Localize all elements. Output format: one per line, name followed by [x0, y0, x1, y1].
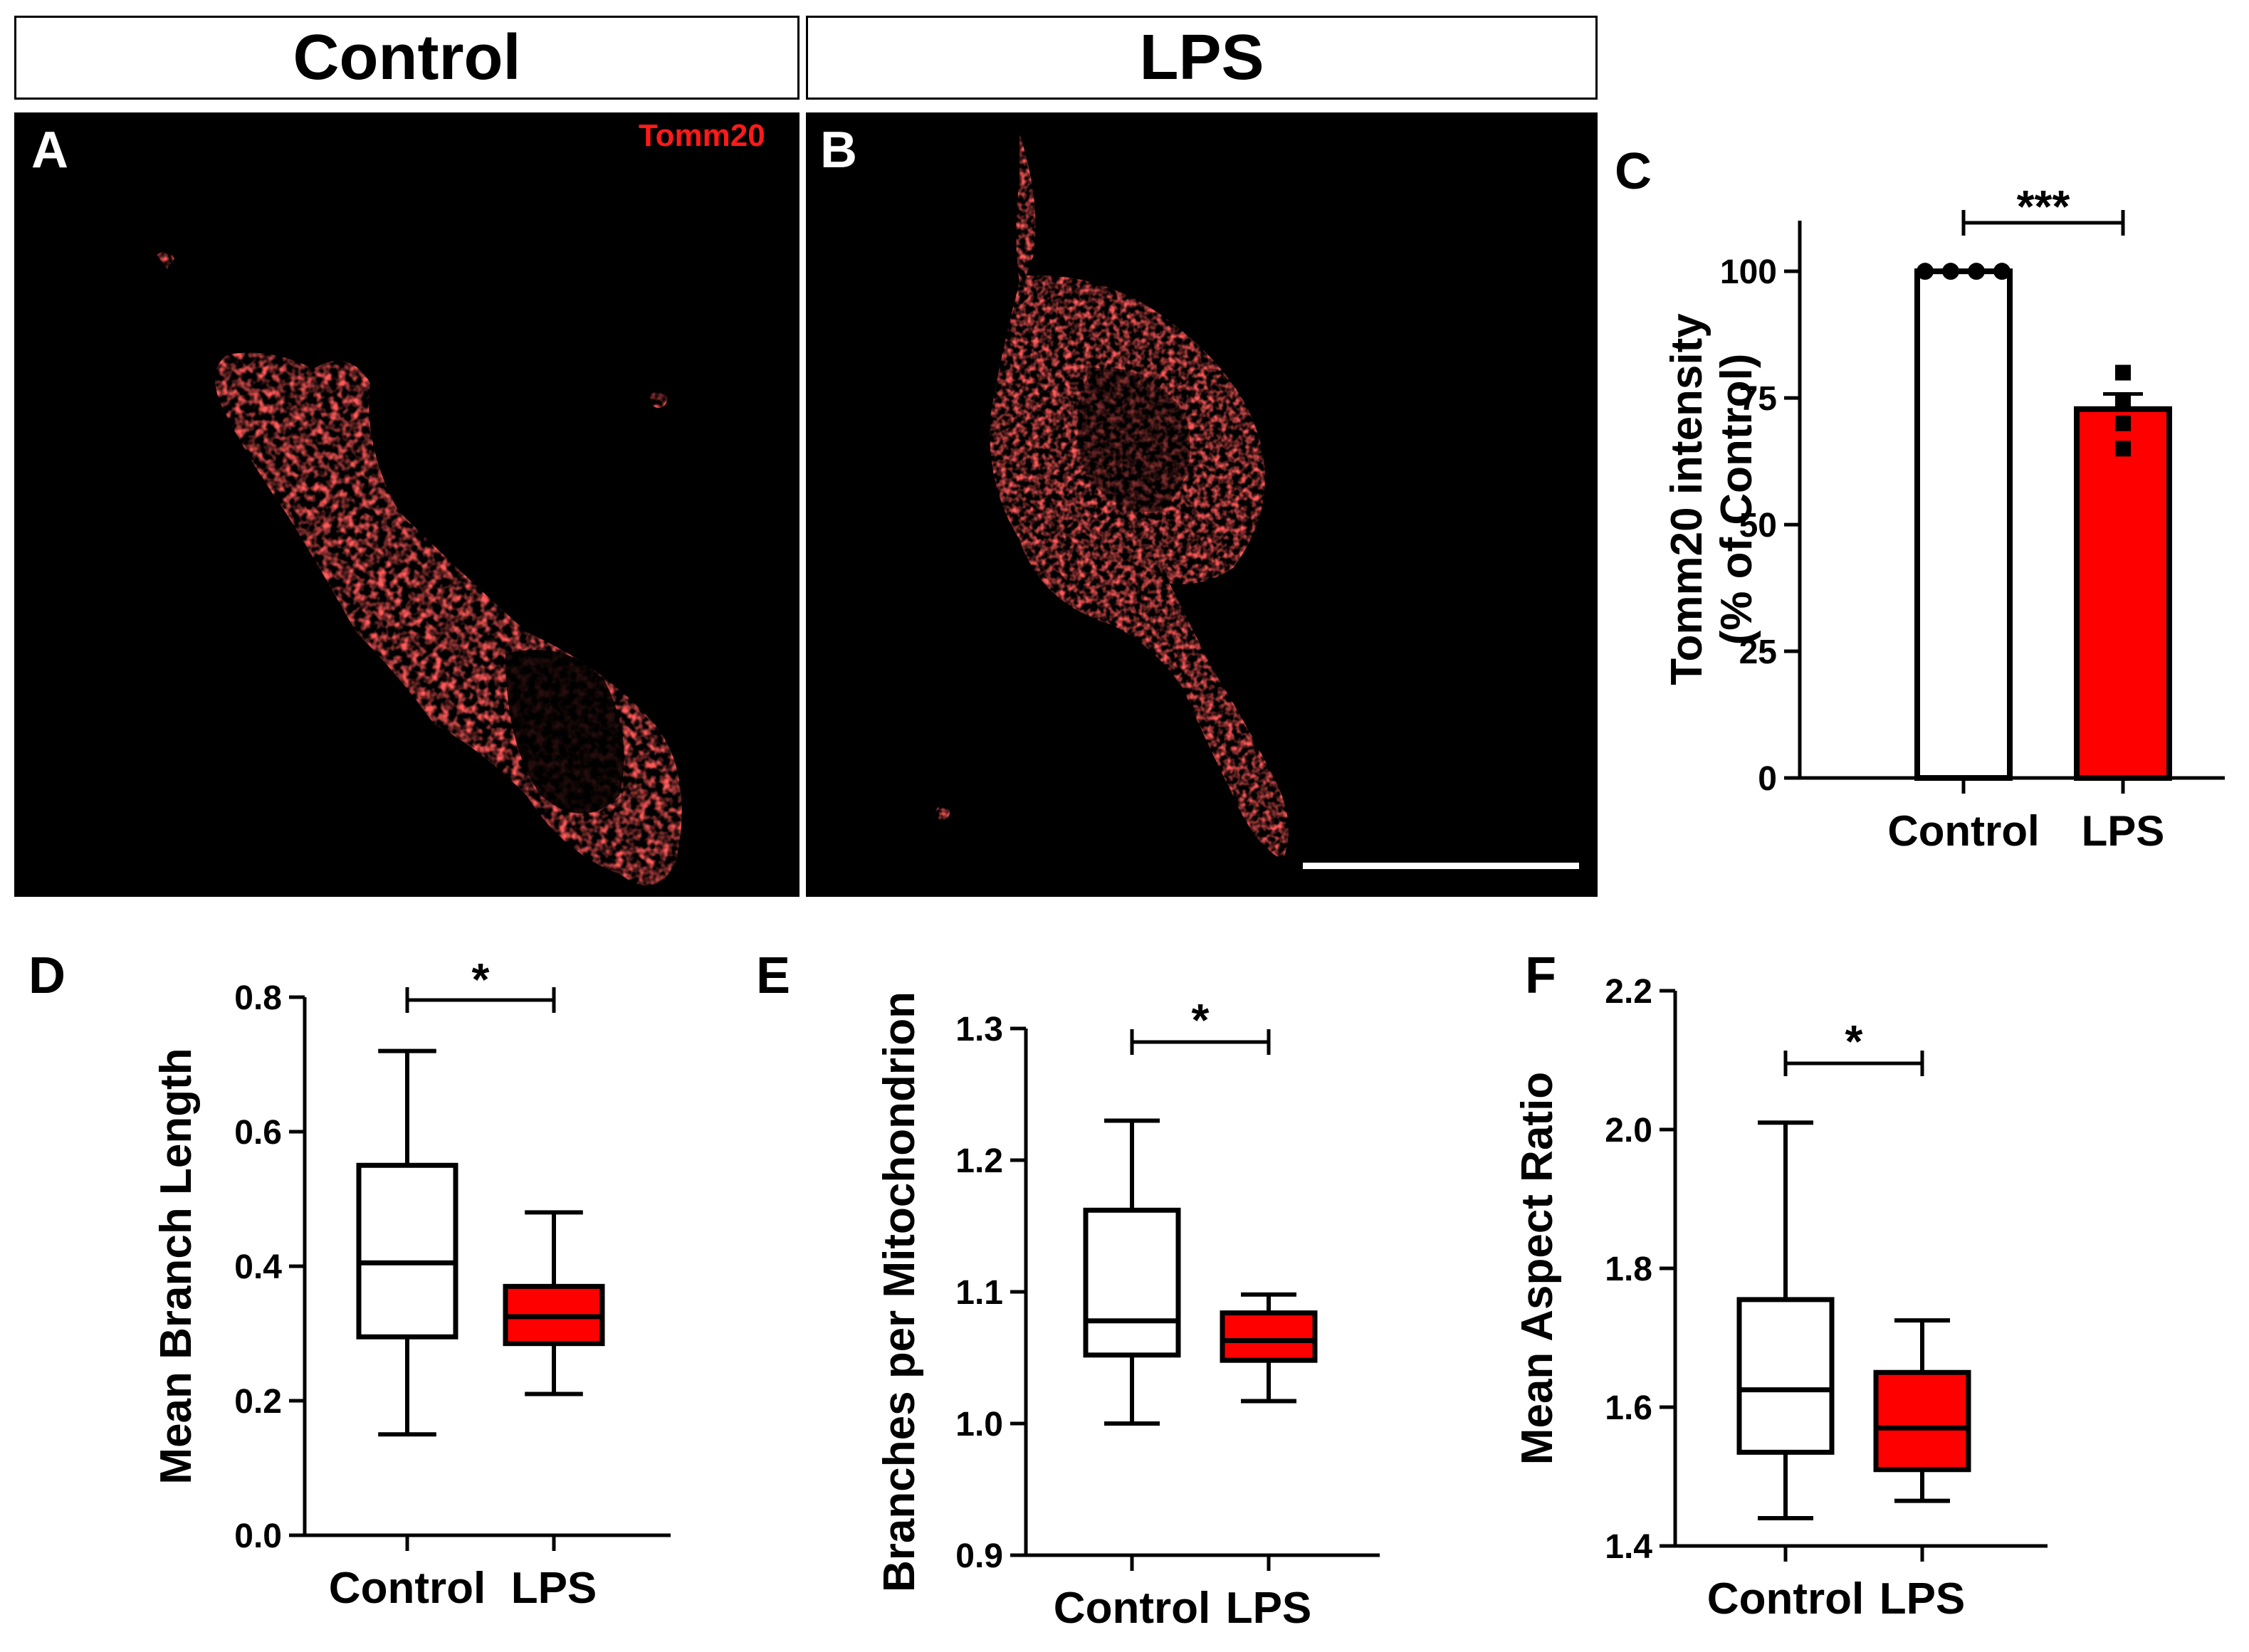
y-tick-label: 0.0	[234, 1517, 282, 1555]
x-tick-label-control: Control	[1707, 1574, 1864, 1624]
chart-d: Mean Branch Length 0.0 0.2 0.4 0.6 0.8 Control…	[152, 954, 671, 1613]
panel-letter-e: E	[756, 947, 790, 1004]
data-point-lps	[2115, 364, 2131, 381]
y-tick-label: 1.4	[1605, 1528, 1652, 1566]
y-tick-label: 1.6	[1605, 1389, 1652, 1427]
data-point-control	[1917, 263, 1934, 280]
significance-label: ***	[2017, 181, 2070, 232]
x-tick-label-lps: LPS	[2082, 807, 2165, 855]
y-tick-label: 0	[1758, 760, 1777, 798]
y-tick-label: 1.3	[955, 1011, 1003, 1048]
micrograph-control	[14, 112, 800, 897]
y-tick-label: 1.1	[955, 1274, 1003, 1312]
data-point-control	[1993, 263, 2011, 280]
y-tick-label: 0.4	[234, 1248, 282, 1286]
y-tick-label: 1.8	[1605, 1251, 1652, 1288]
header-control: Control	[14, 16, 800, 100]
panel-letter-a: A	[31, 122, 68, 179]
box-control	[1736, 1297, 1835, 1455]
x-tick-label-control: Control	[329, 1564, 486, 1613]
box-lps	[1873, 1369, 1971, 1473]
y-axis-label: Tomm20 intensity	[1662, 313, 1711, 685]
marker-label-tomm20: Tomm20	[639, 118, 765, 153]
y-tick-label: 75	[1739, 380, 1777, 418]
bar-control	[1914, 268, 2013, 781]
x-tick-label-control: Control	[1887, 807, 2039, 855]
y-tick-label: 25	[1739, 633, 1777, 671]
header-lps: LPS	[806, 16, 1598, 100]
lps-cell-image	[935, 134, 1289, 860]
data-point-lps	[2115, 395, 2131, 411]
x-tick-label-control: Control	[1054, 1584, 1210, 1633]
data-point-control	[1942, 263, 1959, 280]
x-tick-label-lps: LPS	[1226, 1584, 1312, 1633]
y-tick-label: 0.6	[234, 1114, 282, 1152]
y-tick-label: 2.0	[1605, 1112, 1652, 1149]
micrograph-lps	[806, 112, 1598, 897]
significance-label: *	[472, 954, 490, 1005]
y-tick-label: 0.2	[234, 1383, 282, 1421]
y-tick-label: 0.9	[955, 1537, 1003, 1575]
y-axis-label: Mean Branch Length	[152, 1048, 201, 1484]
y-tick-label: 1.0	[955, 1406, 1003, 1443]
data-point-lps	[2115, 441, 2131, 457]
data-point-control	[1968, 263, 1985, 280]
y-tick-label: 1.2	[955, 1142, 1003, 1180]
panel-letter-c: C	[1615, 143, 1652, 200]
chart-e: Branches per Mitochondrion 0.9 1.0 1.1 1.2 1.…	[875, 991, 1380, 1633]
data-point-lps	[2115, 415, 2131, 431]
box-control	[1083, 1207, 1181, 1358]
y-tick-label: 100	[1720, 253, 1777, 291]
y-axis-label-line2: (% of Control)	[1712, 354, 1761, 646]
chart-f: Mean Aspect Ratio 1.4 1.6 1.8 2.0 2.2 Control L…	[1513, 973, 2048, 1624]
panel-letter-f: F	[1525, 947, 1556, 1004]
box-lps	[1220, 1310, 1318, 1363]
x-tick-label-lps: LPS	[1880, 1574, 1966, 1624]
scale-bar	[1303, 863, 1579, 869]
y-tick-label: 50	[1739, 507, 1777, 544]
panel-letter-b: B	[820, 122, 857, 179]
significance-label: *	[1192, 994, 1210, 1046]
chart-c: Tomm20 intensity (% of Control) 0 25 50 75 100…	[1662, 181, 2225, 855]
panel-letter-d: D	[28, 947, 65, 1004]
y-tick-label: 2.2	[1605, 973, 1652, 1011]
y-tick-label: 0.8	[234, 979, 282, 1017]
x-tick-label-lps: LPS	[511, 1564, 597, 1613]
significance-label: *	[1845, 1016, 1863, 1067]
control-cell-image	[157, 252, 682, 885]
y-axis-label: Branches per Mitochondrion	[875, 991, 924, 1592]
y-axis-label: Mean Aspect Ratio	[1513, 1072, 1562, 1465]
box-control	[356, 1162, 458, 1340]
